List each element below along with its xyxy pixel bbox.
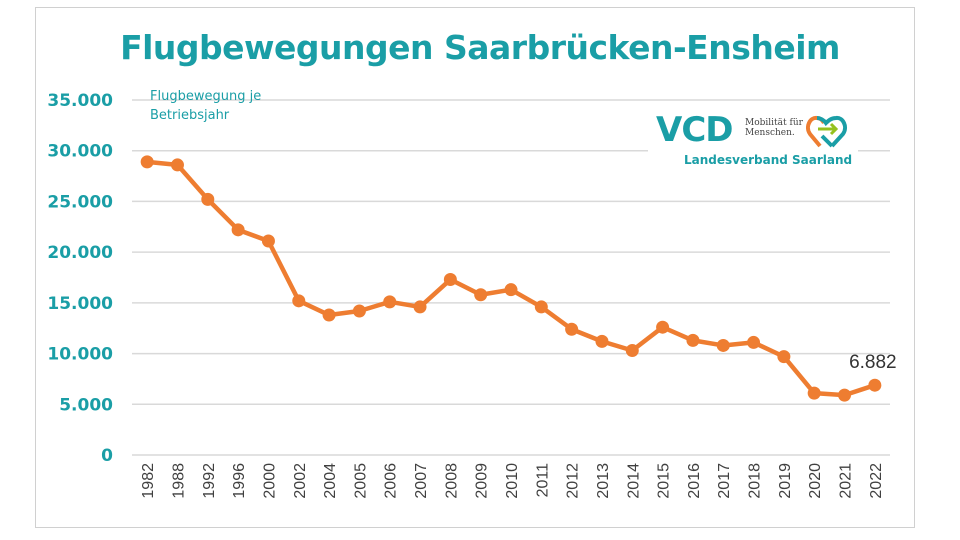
logo-tagline: Mobilität für Menschen. xyxy=(745,118,803,138)
x-tick-label: 2019 xyxy=(777,463,794,499)
data-point xyxy=(322,308,336,322)
y-tick-label: 0 xyxy=(101,446,113,466)
logo-org: Landesverband Saarland xyxy=(684,153,853,167)
subtitle-line-1: Flugbewegung je xyxy=(150,89,262,104)
y-tick-label: 15.000 xyxy=(47,294,113,314)
x-tick-label: 2018 xyxy=(747,463,764,499)
x-tick-label: 2002 xyxy=(292,463,309,499)
x-tick-label: 2016 xyxy=(686,463,703,499)
vcd-logo: VCD Mobilität für Menschen. Landesverban… xyxy=(648,108,858,170)
data-point xyxy=(534,300,548,314)
x-tick-label: 2012 xyxy=(565,463,582,499)
data-point xyxy=(261,234,275,248)
y-tick-label: 20.000 xyxy=(47,243,113,263)
x-tick-label: 2022 xyxy=(868,463,885,499)
data-point xyxy=(686,333,700,347)
data-point xyxy=(777,350,791,364)
chart-frame xyxy=(35,7,915,528)
data-point xyxy=(747,335,761,349)
data-point xyxy=(231,223,245,237)
data-point xyxy=(292,294,306,308)
data-label: 6.882 xyxy=(849,352,897,373)
logo-tagline-2: Menschen. xyxy=(745,128,795,138)
x-tick-label: 2007 xyxy=(413,463,430,499)
x-tick-label: 2013 xyxy=(595,463,612,499)
data-point xyxy=(443,273,457,287)
x-tick-label: 2010 xyxy=(504,463,521,499)
x-tick-label: 2015 xyxy=(656,463,673,499)
x-tick-label: 1992 xyxy=(201,463,218,499)
x-tick-label: 2020 xyxy=(807,463,824,499)
x-tick-label: 2000 xyxy=(261,463,278,499)
y-tick-label: 30.000 xyxy=(47,142,113,162)
subtitle-line-2: Betriebsjahr xyxy=(150,108,230,123)
data-point xyxy=(140,155,154,169)
x-tick-label: 2005 xyxy=(352,463,369,499)
data-point xyxy=(170,158,184,172)
x-tick-label: 1988 xyxy=(170,463,187,499)
data-point xyxy=(807,386,821,400)
x-tick-label: 2011 xyxy=(534,463,551,498)
logo-brand: VCD xyxy=(656,110,733,150)
data-point xyxy=(352,304,366,318)
y-tick-label: 35.000 xyxy=(47,91,113,111)
logo-tagline-1: Mobilität für xyxy=(745,118,803,128)
heart-arrow-icon xyxy=(806,115,847,148)
data-point xyxy=(868,378,882,392)
x-tick-label: 2009 xyxy=(474,463,491,499)
y-tick-label: 25.000 xyxy=(47,192,113,212)
series-line xyxy=(146,159,876,398)
y-tick-label: 10.000 xyxy=(47,345,113,365)
data-point xyxy=(201,192,215,206)
x-tick-label: 2017 xyxy=(716,463,733,499)
x-tick-label: 1996 xyxy=(231,463,248,499)
x-tick-label: 2021 xyxy=(838,463,855,499)
y-tick-label: 5.000 xyxy=(59,395,113,415)
data-point xyxy=(383,295,397,309)
data-point xyxy=(716,338,730,352)
x-tick-label: 2006 xyxy=(383,463,400,499)
data-point xyxy=(474,288,488,302)
x-tick-label: 2004 xyxy=(322,463,339,499)
data-point xyxy=(504,283,518,297)
data-point xyxy=(595,334,609,348)
data-point xyxy=(565,322,579,336)
x-tick-label: 2008 xyxy=(443,463,460,499)
data-point xyxy=(656,320,670,334)
x-tick-label: 2014 xyxy=(625,463,642,499)
data-point xyxy=(838,388,852,402)
data-point xyxy=(413,300,427,314)
x-tick-label: 1982 xyxy=(140,463,157,499)
data-point xyxy=(625,344,639,358)
chart-subtitle: Flugbewegung je Betriebsjahr xyxy=(150,87,261,125)
chart-title: Flugbewegungen Saarbrücken-Ensheim xyxy=(120,28,840,67)
